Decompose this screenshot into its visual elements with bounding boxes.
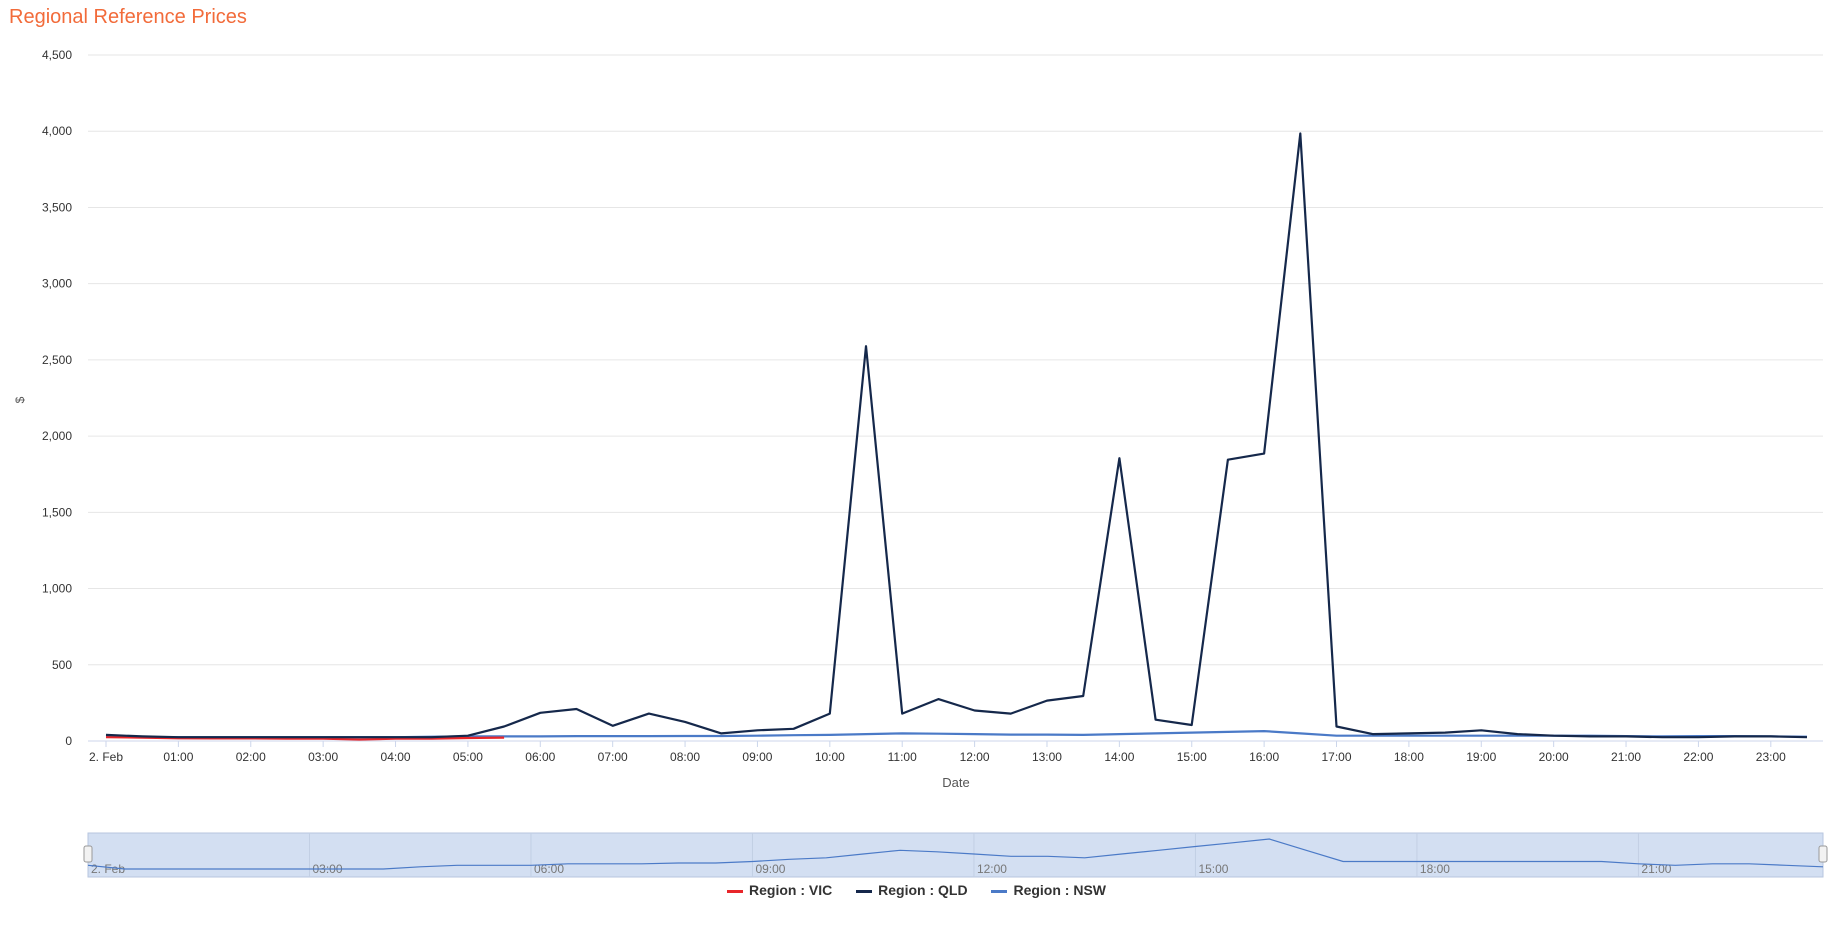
x-axis-ticks: 2. Feb 01:00 02:00 03:00 04:00 05:00 06:00 07:0… [89,741,1786,764]
navigator-background [87,832,1824,878]
navigator-series-line [87,838,1824,870]
x-tick-label: 20:00 [1539,750,1569,764]
x-tick-label: 19:00 [1466,750,1496,764]
navigator-tick-label: 12:00 [977,862,1007,876]
legend-item-vic[interactable]: Region : VIC [727,882,832,898]
y-tick-label: 4,000 [42,124,72,138]
y-tick-label: 4,500 [42,48,72,62]
y-axis-label: $ [13,396,27,403]
series-lines[interactable] [105,132,1808,741]
x-tick-label: 11:00 [888,750,917,764]
series-line-vic[interactable] [105,736,505,741]
x-tick-label: 21:00 [1611,750,1641,764]
x-tick-label: 04:00 [381,750,411,764]
navigator[interactable]: 2. Feb 03:00 06:00 09:00 12:00 15:00 18:00 21:0… [83,832,1828,878]
grid-lines [88,54,1823,742]
y-tick-label: 1,000 [42,582,72,596]
x-tick-label: 01:00 [163,750,193,764]
navigator-tick-label: 2. Feb [91,862,125,876]
x-tick-label: 08:00 [670,750,700,764]
chart-title: Regional Reference Prices [9,6,247,28]
x-tick-label: 23:00 [1756,750,1786,764]
navigator-tick-label: 21:00 [1641,862,1671,876]
x-tick-label: 02:00 [236,750,266,764]
navigator-tick-label: 09:00 [755,862,785,876]
x-axis-label: Date [942,775,969,790]
y-tick-label: 500 [52,658,72,672]
y-tick-label: 2,000 [42,429,72,443]
navigator-tick-label: 06:00 [534,862,564,876]
legend-label-vic: Region : VIC [749,882,833,898]
y-tick-label: 3,500 [42,200,72,214]
legend-swatch-qld [856,889,873,893]
x-tick-label: 07:00 [598,750,628,764]
x-tick-label: 18:00 [1394,750,1424,764]
x-tick-label: 03:00 [308,750,338,764]
y-axis-ticks: 0 500 1,000 1,500 2,000 2,500 3,000 3,500 4,000 4… [42,48,72,748]
navigator-grid [308,833,1639,877]
x-tick-label: 22:00 [1683,750,1713,764]
y-tick-label: 0 [65,734,72,748]
x-tick-label: 13:00 [1032,750,1062,764]
legend-swatch-vic [727,889,743,893]
x-tick-label: 2. Feb [89,750,123,764]
legend-item-nsw[interactable]: Region : NSW [991,882,1106,898]
y-tick-label: 2,500 [42,353,72,367]
legend-label-nsw: Region : NSW [1013,882,1106,898]
navigator-tick-label: 18:00 [1420,862,1450,876]
legend: Region : VIC Region : QLD Region : NSW [0,882,1833,898]
chart-svg: 0 500 1,000 1,500 2,000 2,500 3,000 3,500 4,000 4… [13,48,1828,878]
navigator-handle-right[interactable] [1818,845,1828,863]
x-tick-label: 14:00 [1104,750,1134,764]
series-line-qld[interactable] [105,132,1808,739]
y-tick-label: 1,500 [42,505,72,519]
x-tick-label: 16:00 [1249,750,1279,764]
legend-item-qld[interactable]: Region : QLD [856,882,968,898]
x-tick-label: 09:00 [742,750,772,764]
x-tick-label: 05:00 [453,750,483,764]
x-tick-label: 15:00 [1177,750,1207,764]
x-tick-label: 06:00 [525,750,555,764]
x-tick-label: 12:00 [960,750,990,764]
x-tick-label: 10:00 [815,750,845,764]
navigator-handle-left[interactable] [83,845,93,863]
navigator-tick-label: 15:00 [1198,862,1228,876]
legend-label-qld: Region : QLD [878,882,968,898]
legend-swatch-nsw [991,889,1008,893]
y-tick-label: 3,000 [42,277,72,291]
x-tick-label: 17:00 [1321,750,1351,764]
